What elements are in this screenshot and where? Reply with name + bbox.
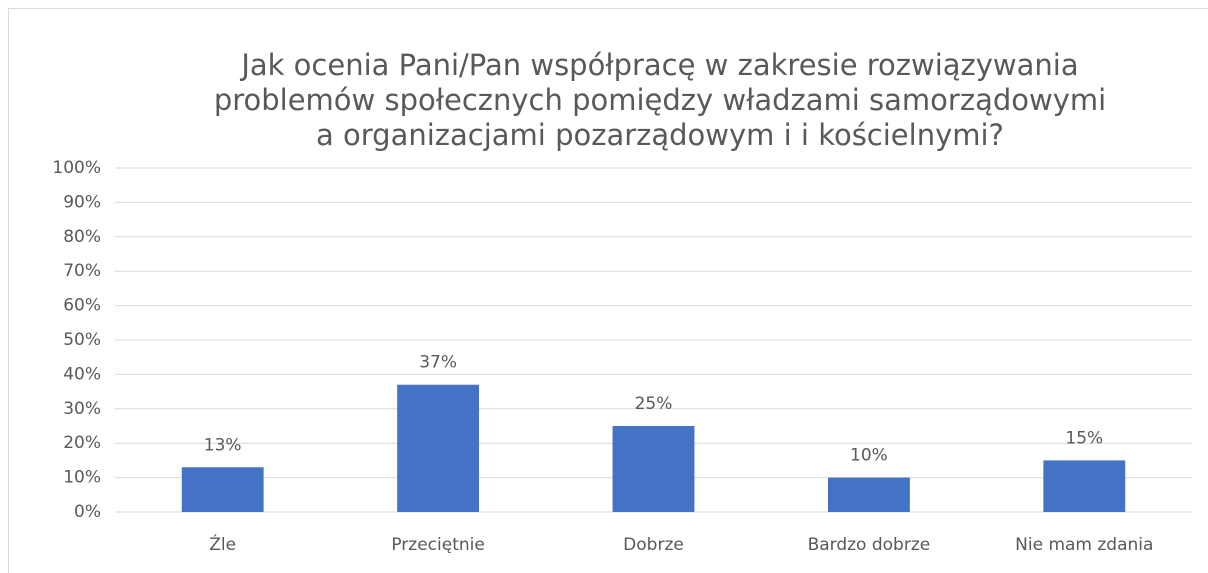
y-tick-label: 40% (63, 364, 101, 384)
data-label: 37% (419, 353, 457, 373)
y-tick-label: 80% (63, 227, 101, 247)
data-label: 25% (635, 394, 673, 414)
bar (612, 426, 695, 512)
y-tick-label: 100% (52, 158, 101, 178)
x-tick-label: Nie mam zdania (1015, 535, 1153, 555)
data-label: 10% (850, 446, 888, 466)
y-tick-label: 60% (63, 296, 101, 316)
y-tick-label: 0% (74, 502, 101, 522)
chart-title: problemów społecznych pomiędzy władzami … (214, 83, 1106, 117)
bar (397, 384, 480, 512)
x-tick-label: Bardzo dobrze (808, 535, 931, 555)
x-tick-label: Przeciętnie (391, 535, 484, 555)
bar (827, 477, 910, 512)
data-label: 13% (204, 435, 242, 455)
x-tick-label: Dobrze (623, 535, 684, 555)
chart-title: a organizacjami pozarządowym i i kościel… (316, 118, 1004, 152)
bar (1043, 460, 1126, 512)
data-label: 15% (1065, 428, 1103, 448)
y-tick-label: 50% (63, 330, 101, 350)
chart-title: Jak ocenia Pani/Pan współpracę w zakresi… (239, 48, 1078, 82)
x-tick-label: Źle (209, 533, 236, 555)
y-tick-label: 90% (63, 192, 101, 212)
y-tick-label: 70% (63, 261, 101, 281)
y-tick-label: 20% (63, 433, 101, 453)
y-tick-label: 30% (63, 399, 101, 419)
bar (181, 467, 264, 512)
y-tick-label: 10% (63, 468, 101, 488)
